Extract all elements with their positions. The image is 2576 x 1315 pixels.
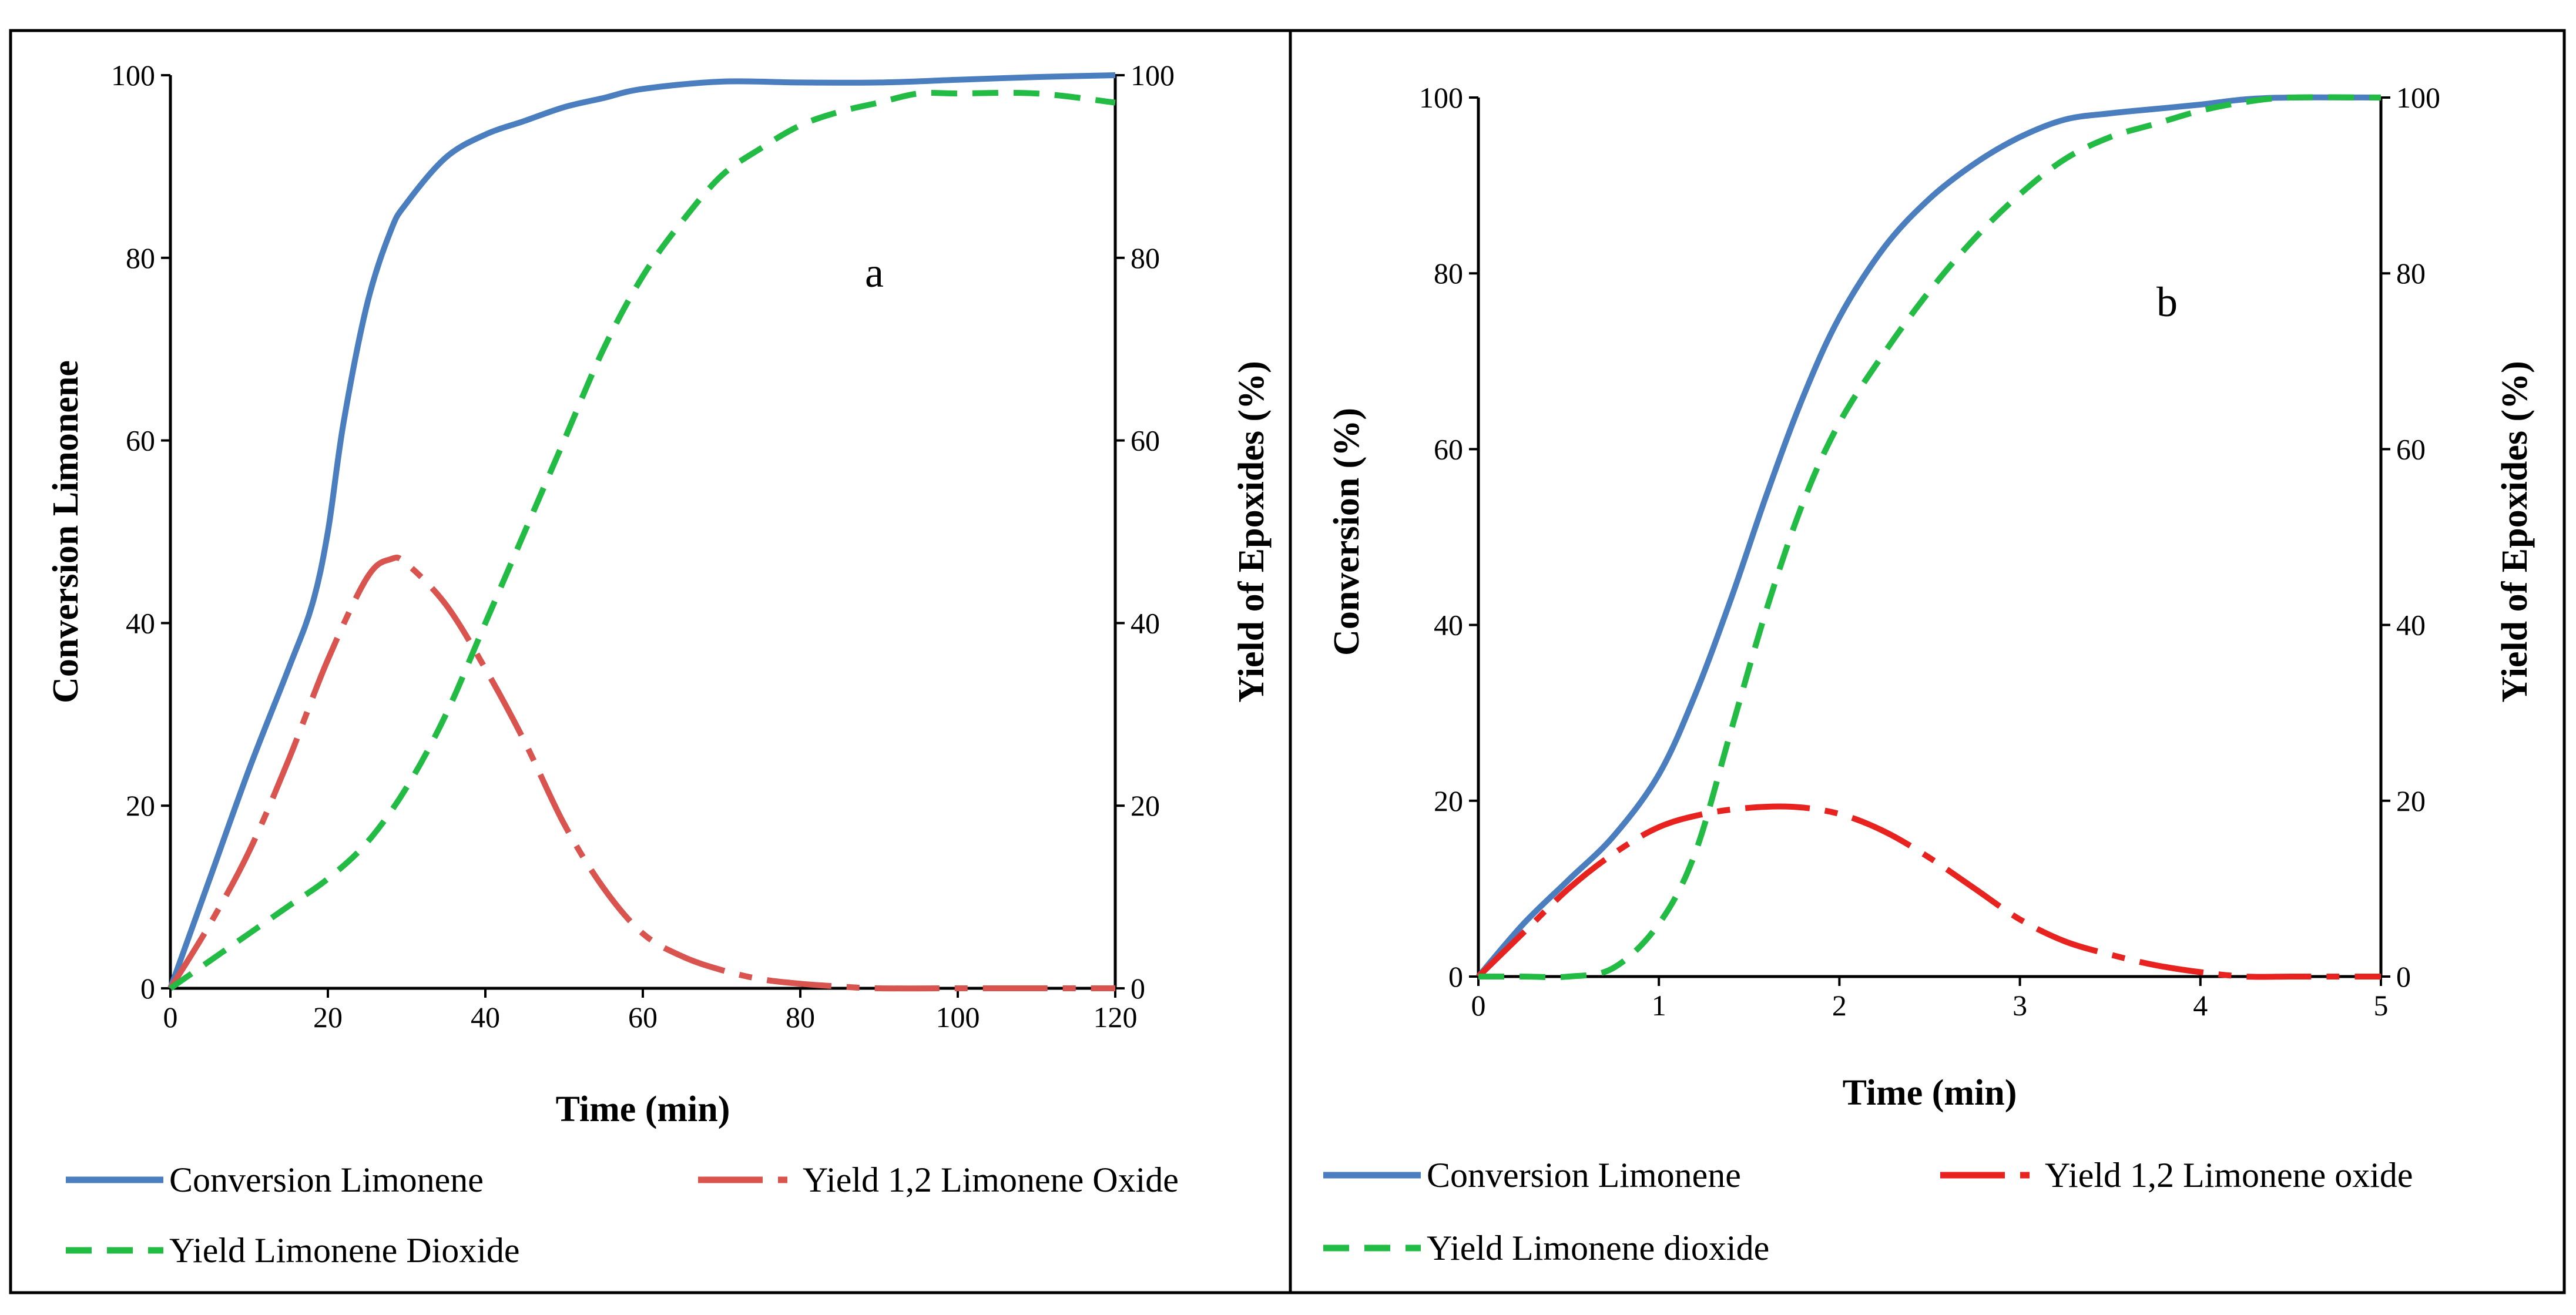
panel-b-series [1476, 94, 2382, 981]
legend-item-conversion-limonene-b: Conversion Limonene [1323, 1156, 1741, 1195]
panel-a-y-tick-label: 20 [126, 789, 155, 822]
panel-a-legend: Conversion Limonene Yield 1,2 Limonene O… [66, 1160, 1179, 1270]
series-line-yield-limonene-dioxide-b [1478, 94, 2382, 981]
legend-item-yield-limonene-oxide-b: Yield 1,2 Limonene oxide [1940, 1156, 2413, 1195]
series-line-conversion-limonene-a [167, 72, 1116, 989]
panel-b-y2-tick-label: 0 [2396, 960, 2411, 993]
panel-a-y-tick-label: 40 [126, 606, 155, 639]
panel-a-y-tick-label: 60 [126, 424, 155, 457]
panel-b-y-tick-label: 80 [1434, 257, 1463, 290]
panel-a-x-tick-label: 80 [786, 1001, 815, 1034]
panel-a-y-tick-label: 100 [111, 59, 155, 92]
legend-label-conversion-limonene-a: Conversion Limonene [169, 1160, 484, 1199]
series-line-yield-limonene-dioxide-a [169, 89, 1116, 991]
panel-a-y2-tick-label: 80 [1131, 241, 1160, 274]
panel-a-y-axis-title: Conversion Limonene [46, 360, 86, 703]
legend-item-yield-limonene-dioxide-b: Yield Limonene dioxide [1323, 1229, 1769, 1267]
panel-a-series [167, 72, 1116, 992]
panel-a-x-tick-label: 0 [163, 1001, 178, 1034]
panel-a-y-tick-label: 80 [126, 241, 155, 274]
panel-a-y2-tick-label: 100 [1131, 59, 1175, 92]
legend-label-yield-limonene-oxide-b: Yield 1,2 Limonene oxide [2045, 1156, 2413, 1195]
panel-a-x-tick-label: 100 [936, 1001, 980, 1034]
panel-b-x-tick-label: 3 [2012, 989, 2027, 1022]
series-line-conversion-limonene-b [1476, 94, 2382, 979]
panel-a-x-axis-title: Time (min) [556, 1089, 730, 1129]
panel-b-letter: b [2156, 279, 2178, 326]
panel-b-y2-tick-label: 40 [2396, 609, 2426, 642]
panel-b-y-tick-label: 20 [1434, 784, 1463, 817]
series-line-yield-1-2-limonene-oxide-a [167, 554, 1115, 992]
panel-b-y2-axis-title: Yield of Epoxides (%) [2495, 361, 2535, 703]
legend-item-yield-limonene-dioxide-a: Yield Limonene Dioxide [66, 1231, 520, 1270]
legend-label-yield-limonene-dioxide-b: Yield Limonene dioxide [1427, 1229, 1769, 1267]
panel-a-x-tick-label: 20 [313, 1001, 343, 1034]
legend-label-yield-limonene-dioxide-a: Yield Limonene Dioxide [169, 1231, 520, 1270]
legend-item-yield-limonene-oxide-a: Yield 1,2 Limonene Oxide [698, 1160, 1179, 1199]
panel-a-x-tick-label: 60 [628, 1001, 658, 1034]
panel-b-y2-tick-label: 60 [2396, 432, 2426, 465]
panel-b-y-tick-label: 0 [1448, 960, 1463, 993]
panel-a-y2-axis-title: Yield of Epoxides (%) [1232, 361, 1272, 703]
panel-b-frame [1289, 29, 2566, 1294]
panel-b-y2-tick-label: 100 [2396, 81, 2440, 114]
panel-b-y-tick-label: 40 [1434, 609, 1463, 642]
panel-b-x-tick-label: 2 [1832, 989, 1847, 1022]
legend-item-conversion-limonene-a: Conversion Limonene [66, 1160, 484, 1199]
panel-b-y2-tick-label: 80 [2396, 257, 2426, 290]
panel-b-y-axis-title: Conversion (%) [1327, 408, 1367, 656]
panel-b-legend: Conversion Limonene Yield 1,2 Limonene o… [1323, 1156, 2413, 1267]
legend-label-conversion-limonene-b: Conversion Limonene [1427, 1156, 1741, 1195]
panel-a-y2-tick-label: 0 [1131, 972, 1145, 1005]
panel-b-y-tick-label: 100 [1419, 81, 1463, 114]
panel-b-x-axis-title: Time (min) [1843, 1073, 2017, 1113]
panel-a-y2-tick-label: 20 [1131, 789, 1160, 822]
panel-a-x-tick-label: 120 [1094, 1001, 1138, 1034]
panel-b-y2-tick-label: 20 [2396, 784, 2426, 817]
series-line-yield-1-2-limonene-oxide-b [1476, 803, 2382, 980]
panel-b-y-tick-label: 60 [1434, 432, 1463, 465]
panel-b-x-tick-label: 1 [1652, 989, 1666, 1022]
panel-b-x-tick-label: 4 [2193, 989, 2208, 1022]
panel-a-y2-tick-label: 40 [1131, 606, 1160, 639]
panel-b-x-tick-label: 5 [2374, 989, 2389, 1022]
panel-a-x-tick-label: 40 [471, 1001, 500, 1034]
panel-a-letter: a [865, 249, 884, 296]
legend-label-yield-limonene-oxide-a: Yield 1,2 Limonene Oxide [803, 1160, 1179, 1199]
panel-b-x-tick-label: 0 [1471, 989, 1486, 1022]
panel-a-y-tick-label: 0 [140, 972, 155, 1005]
panel-a-y2-tick-label: 60 [1131, 424, 1160, 457]
